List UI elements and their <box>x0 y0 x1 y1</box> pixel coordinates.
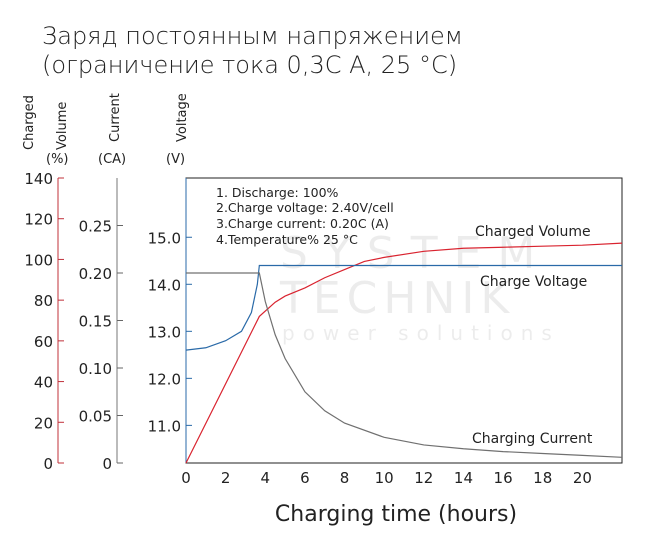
series-label-charged-volume: Charged Volume <box>475 224 591 240</box>
note-1: 1. Discharge: 100% <box>216 185 339 200</box>
current-tick-label: 0.20 <box>79 265 112 283</box>
x-tick-label: 10 <box>375 469 394 487</box>
current-tick-label: 0.25 <box>79 218 112 236</box>
x-tick-label: 20 <box>573 469 592 487</box>
note-4: 4.Temperature% 25 °C <box>216 232 358 247</box>
voltage-axis-unit: (V) <box>166 152 185 167</box>
x-tick-label: 8 <box>340 469 350 487</box>
notes: 1. Discharge: 100% 2.Charge voltage: 2.4… <box>216 185 394 247</box>
series-charged-volume <box>185 242 623 464</box>
current-tick-label: 0.05 <box>79 408 112 426</box>
x-tick-label: 16 <box>494 469 513 487</box>
voltage-tick-label: 15.0 <box>148 229 181 247</box>
chart-title: Заряд постоянным напряжением (ограничени… <box>42 22 463 80</box>
series-charge-voltage <box>185 264 622 351</box>
x-axis-label: Charging time (hours) <box>275 502 517 527</box>
volume-tick-label: 100 <box>24 251 53 269</box>
x-tick-label: 18 <box>533 469 552 487</box>
current-tick-label: 0.15 <box>79 313 112 331</box>
volume-tick-label: 20 <box>34 414 53 432</box>
voltage-tick-label: 11.0 <box>148 417 181 435</box>
voltage-tick-label: 13.0 <box>148 323 181 341</box>
series-charging-current <box>186 272 623 458</box>
volume-tick-label: 120 <box>24 211 53 229</box>
current-axis-label: Current <box>108 93 123 142</box>
volume-tick-label: 40 <box>34 374 53 392</box>
volume-axis-label2: Volume <box>55 102 70 150</box>
title-line-2: (ограничение тока 0,3C A, 25 °C) <box>42 51 458 79</box>
x-tick-label: 6 <box>300 469 310 487</box>
series-label-charging-current: Charging Current <box>472 431 593 447</box>
series-label-charge-voltage: Charge Voltage <box>480 274 587 290</box>
voltage-tick-label: 12.0 <box>148 370 181 388</box>
x-tick-label: 0 <box>181 469 191 487</box>
x-tick-label: 4 <box>260 469 270 487</box>
x-tick-label: 12 <box>414 469 433 487</box>
watermark-line3: power solutions <box>282 321 560 345</box>
title-line-1: Заряд постоянным напряжением <box>42 22 463 50</box>
x-tick-label: 2 <box>221 469 231 487</box>
voltage-tick-label: 14.0 <box>148 276 181 294</box>
current-tick-label: 0.10 <box>79 360 112 378</box>
volume-axis-unit: (%) <box>46 152 69 167</box>
volume-tick-label: 80 <box>34 292 53 310</box>
watermark-logo: SYSTEM TECHNIK power solutions <box>279 228 560 345</box>
volume-tick-label: 60 <box>34 333 53 351</box>
x-tick-label: 14 <box>454 469 473 487</box>
volume-axis-label1: Charged <box>22 95 37 150</box>
volume-tick-label: 140 <box>24 170 53 188</box>
note-2: 2.Charge voltage: 2.40V/cell <box>216 200 394 215</box>
current-axis-unit: (CA) <box>98 152 126 167</box>
voltage-axis-label: Voltage <box>175 93 190 142</box>
current-tick-label: 0 <box>102 455 112 473</box>
note-3: 3.Charge current: 0.20C (A) <box>216 216 389 231</box>
volume-tick-label: 0 <box>43 455 53 473</box>
